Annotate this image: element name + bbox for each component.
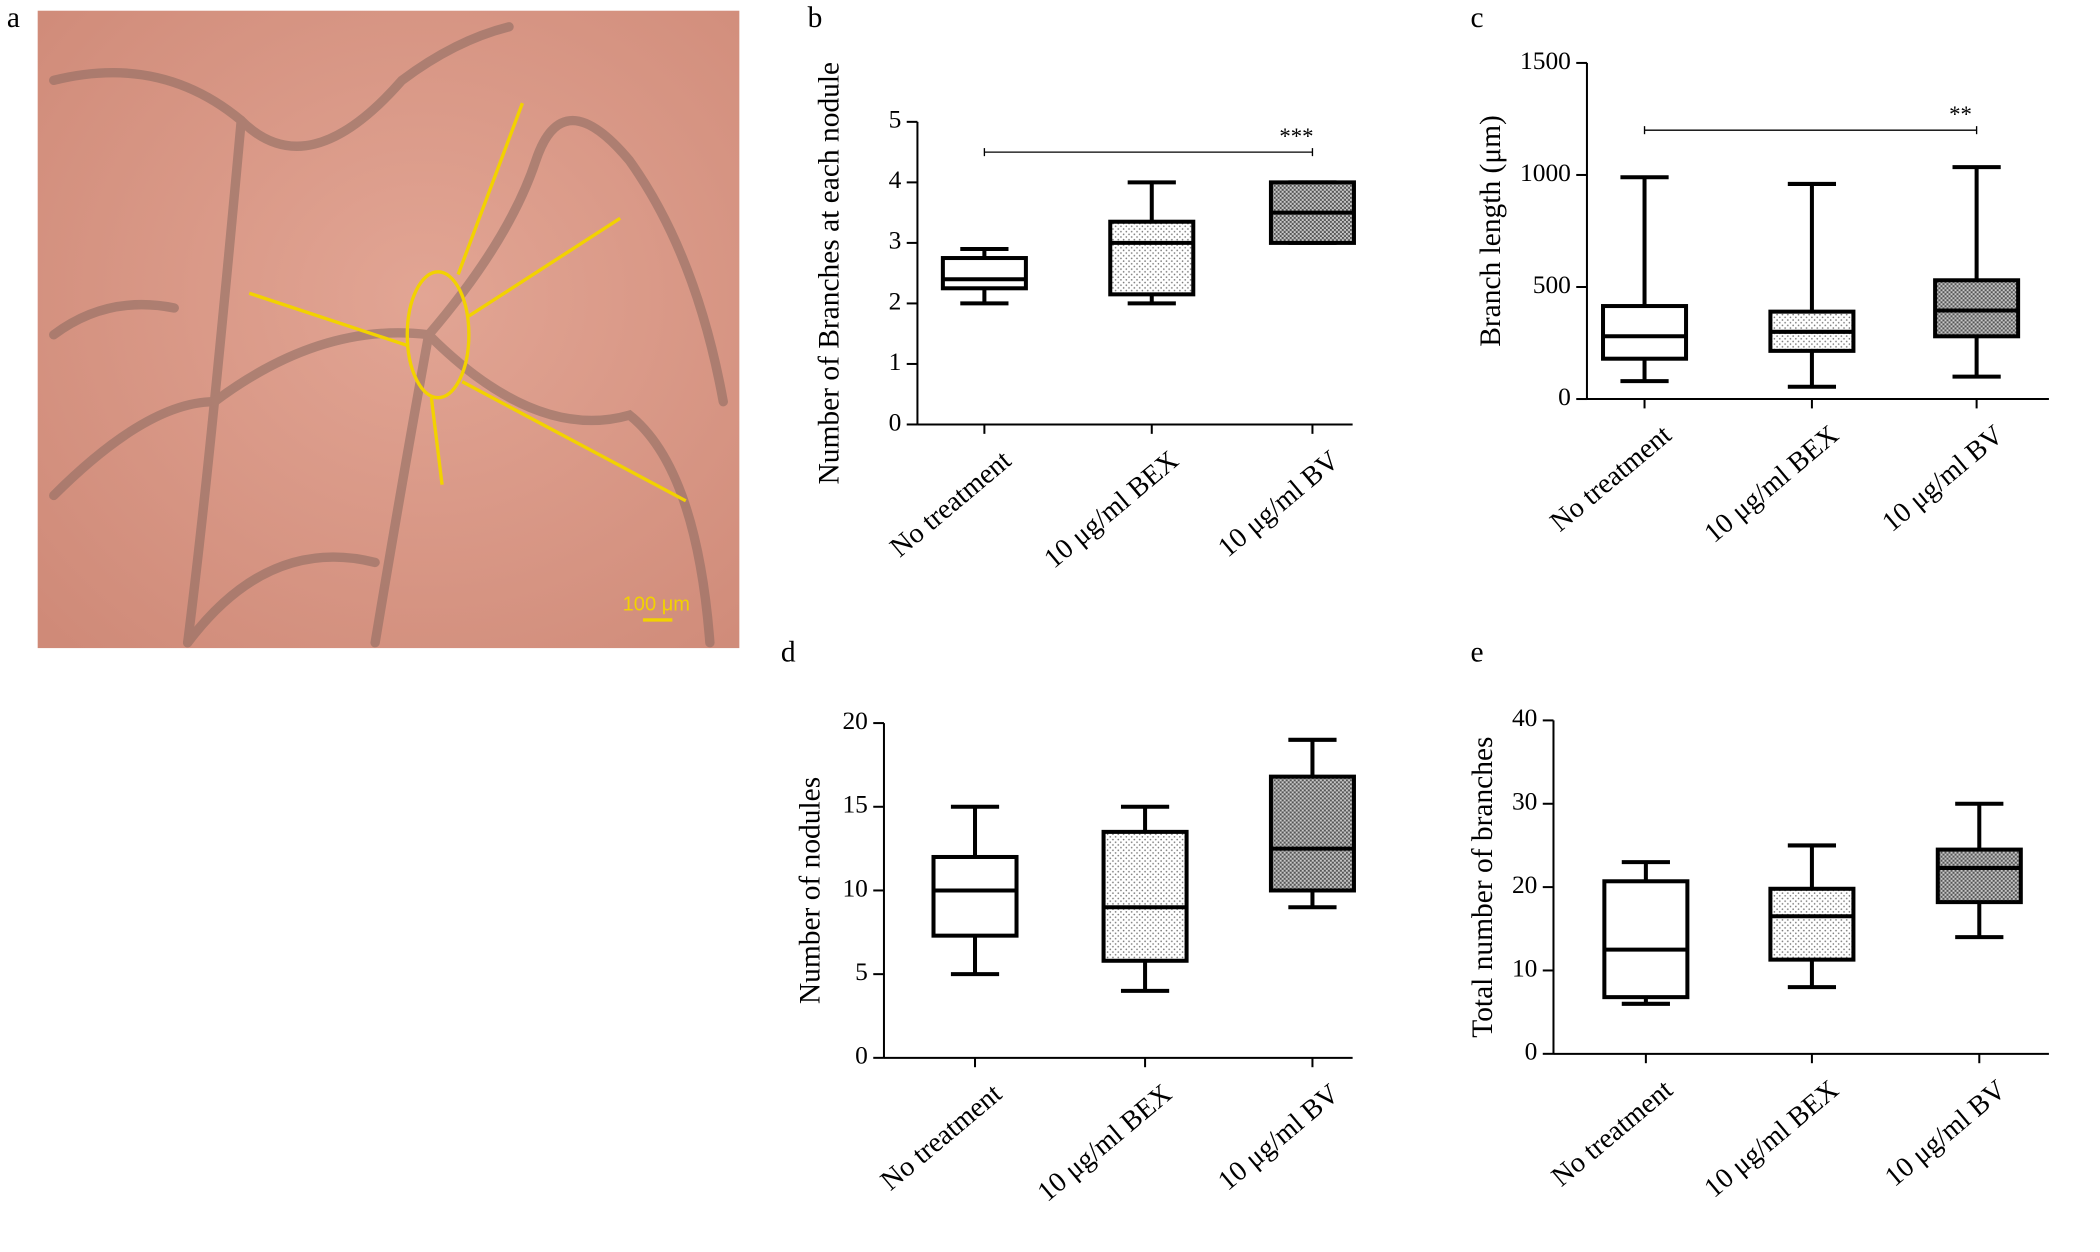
- scale-bar-label: 100 μm: [623, 594, 690, 616]
- panel-label: c: [1470, 2, 1483, 34]
- y-axis-label: Number of nodules: [795, 777, 827, 1004]
- x-tick-label: 10 μg/ml BV: [1876, 419, 2009, 538]
- box: [931, 854, 1019, 938]
- chart-panel: c Branch length (μm) 0 500 1000 1500 No treatm…: [1470, 2, 2049, 549]
- y-tick-label: 15: [842, 790, 867, 819]
- micrograph: 100 μm: [37, 10, 740, 649]
- significance-label: **: [1949, 102, 1972, 127]
- panel-label: d: [781, 636, 796, 668]
- y-tick-label: 1: [889, 347, 902, 376]
- panel-label: e: [1470, 636, 1483, 668]
- panel-label: a: [7, 2, 20, 34]
- y-tick-label: 5: [855, 957, 868, 986]
- box: [1108, 219, 1196, 297]
- box: [1768, 886, 1856, 962]
- x-tick-label: 10 μg/ml BV: [1212, 1078, 1345, 1197]
- y-tick-label: 0: [1558, 382, 1571, 411]
- y-tick-label: 0: [889, 407, 902, 436]
- chart-panel: e Total number of branches 0 10 20 30 40 No tre…: [1467, 636, 2049, 1204]
- y-tick-label: 5: [889, 105, 902, 134]
- y-tick-label: 1500: [1520, 46, 1571, 75]
- box: [1268, 774, 1356, 893]
- y-tick-label: 20: [842, 706, 867, 735]
- y-tick-label: 3: [889, 226, 902, 255]
- y-axis-label: Total number of branches: [1467, 737, 1499, 1038]
- box: [1601, 304, 1689, 361]
- y-tick-label: 30: [1512, 787, 1537, 816]
- y-tick-label: 4: [889, 165, 902, 194]
- y-axis-label: Branch length (μm): [1475, 115, 1507, 347]
- box: [1602, 879, 1690, 1000]
- y-tick-label: 2: [889, 286, 902, 315]
- box: [940, 256, 1028, 291]
- x-tick-label: 10 μg/ml BEX: [1032, 1078, 1178, 1208]
- x-tick-label: 10 μg/ml BEX: [1699, 419, 1845, 549]
- x-tick-label: 10 μg/ml BEX: [1699, 1074, 1845, 1204]
- x-tick-label: No treatment: [1546, 1074, 1679, 1193]
- x-tick-label: 10 μg/ml BV: [1212, 445, 1345, 564]
- y-tick-label: 10: [842, 873, 867, 902]
- y-axis-label: Number of Branches at each nodule: [813, 62, 845, 485]
- y-tick-label: 20: [1512, 870, 1537, 899]
- box: [1101, 829, 1189, 963]
- y-tick-label: 500: [1533, 270, 1571, 299]
- y-tick-label: 1000: [1520, 158, 1571, 187]
- x-tick-label: No treatment: [1545, 419, 1678, 538]
- x-tick-label: No treatment: [875, 1078, 1008, 1197]
- y-tick-label: 0: [1525, 1037, 1538, 1066]
- chart-panel: b Number of Branches at each nodule 0 1 2 3 4 5…: [808, 2, 1356, 575]
- y-tick-label: 40: [1512, 703, 1537, 732]
- x-tick-label: 10 μg/ml BV: [1879, 1074, 2012, 1193]
- x-tick-label: 10 μg/ml BEX: [1038, 445, 1184, 575]
- y-tick-label: 10: [1512, 953, 1537, 982]
- box: [1935, 847, 2023, 905]
- panel-label: b: [808, 2, 823, 34]
- significance-label: ***: [1279, 124, 1313, 149]
- x-tick-label: No treatment: [884, 445, 1017, 564]
- box: [1933, 278, 2021, 339]
- y-tick-label: 0: [855, 1041, 868, 1070]
